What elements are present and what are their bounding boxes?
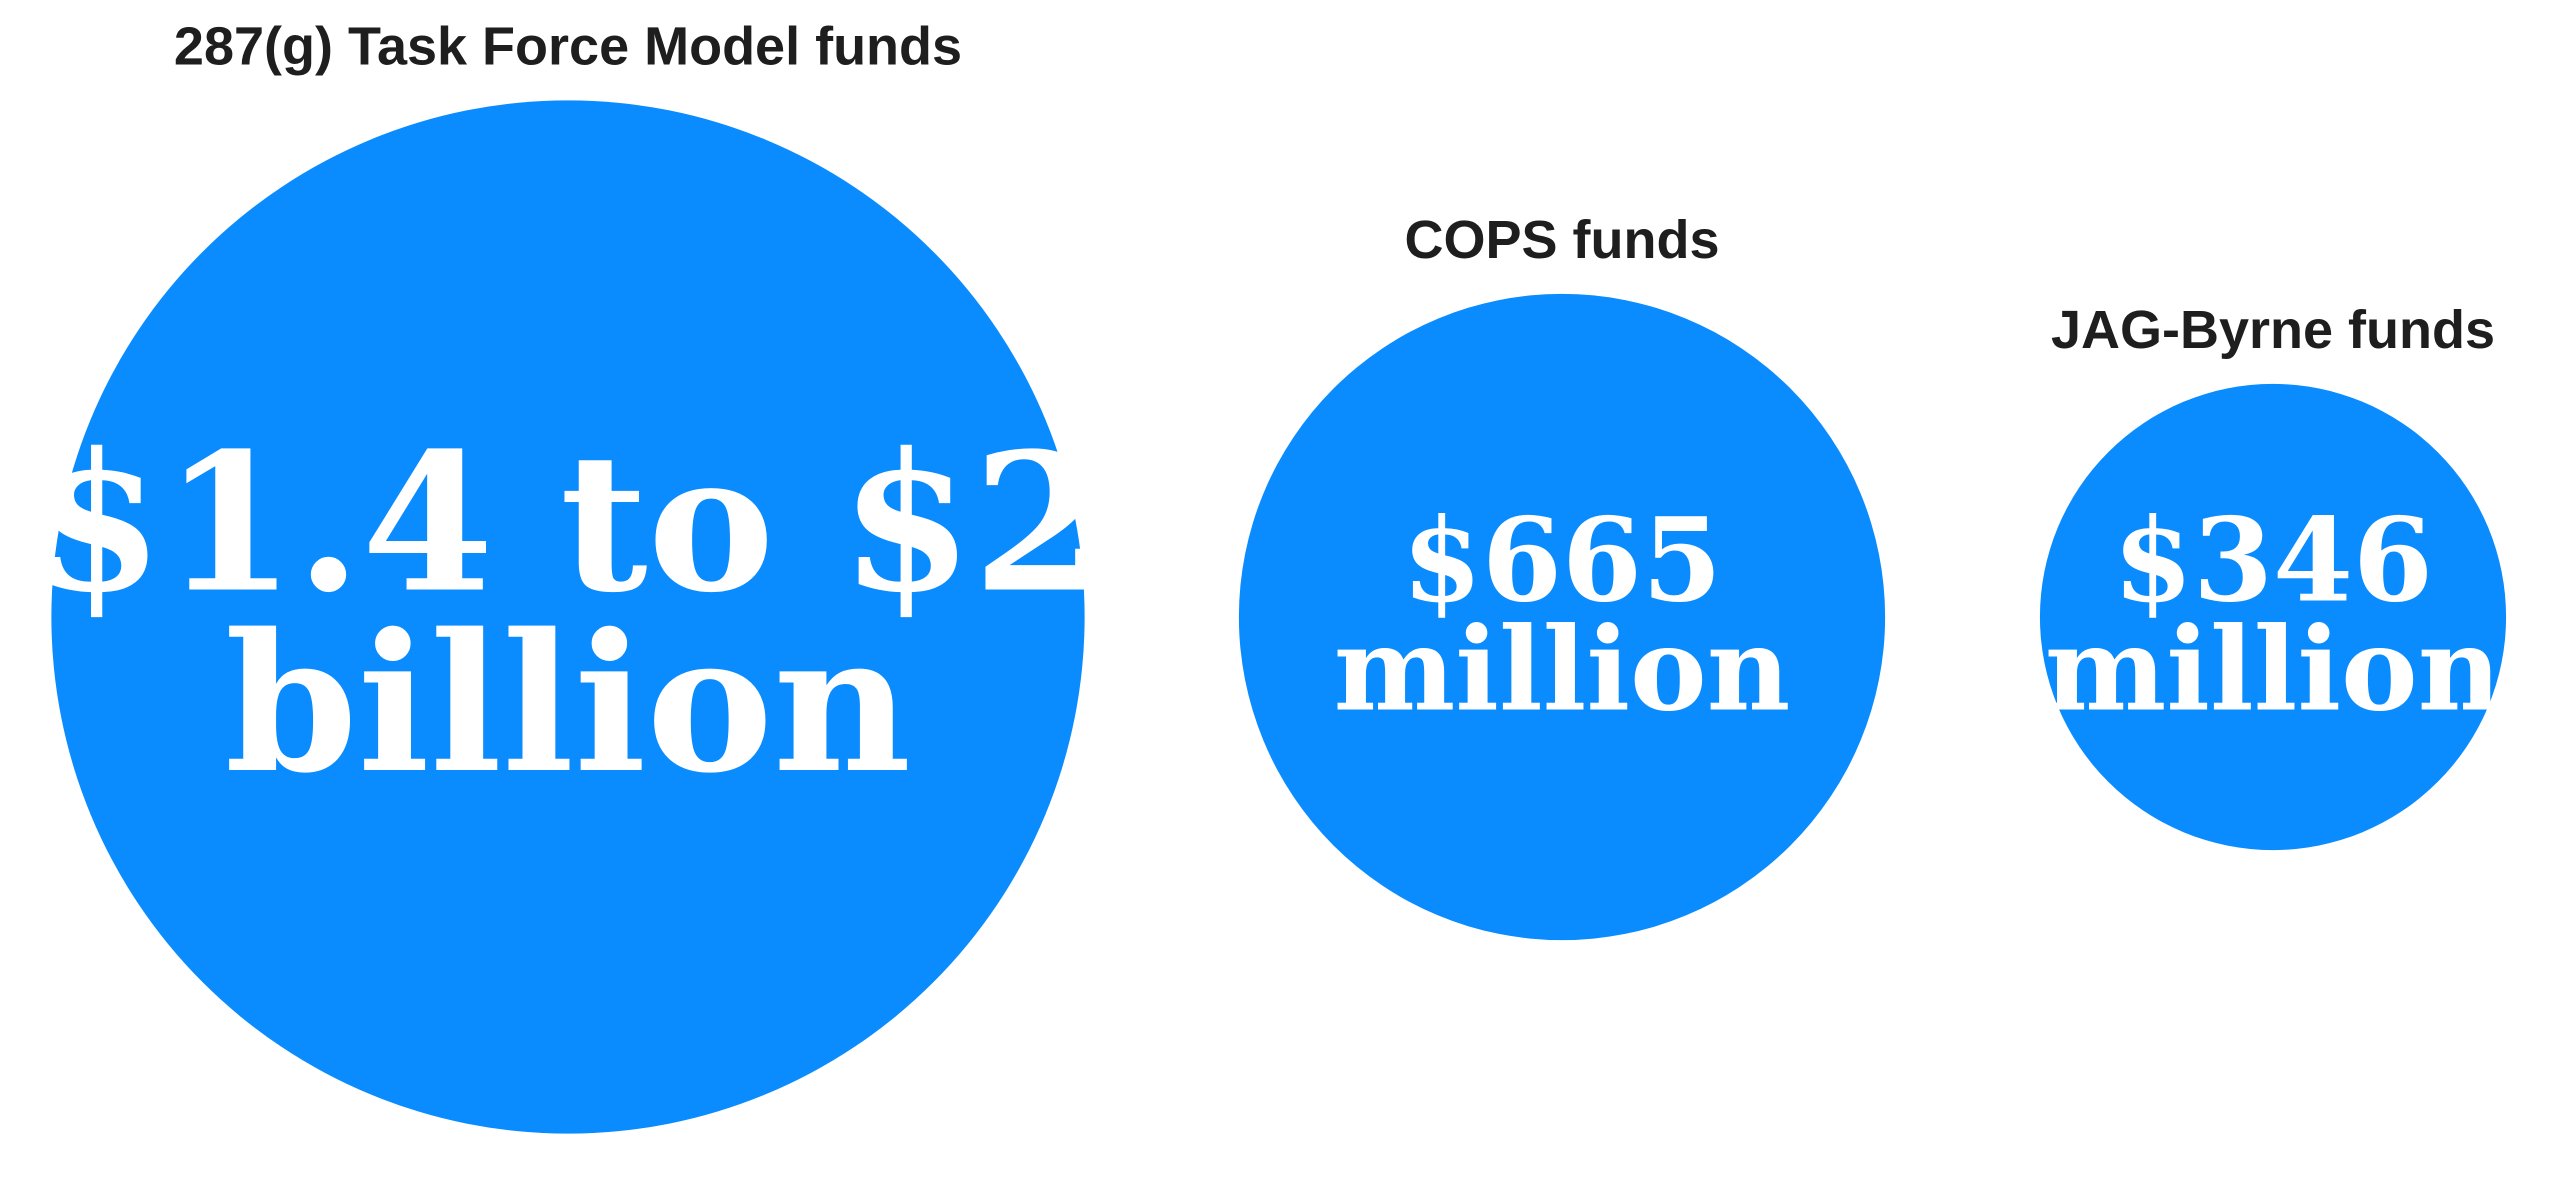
value-label: million	[2045, 603, 2502, 738]
value-label: $346	[2113, 493, 2433, 628]
bubble-title: JAG-Byrne funds	[2051, 300, 2495, 360]
bubble-title: 287(g) Task Force Model funds	[174, 16, 962, 76]
value-label: $665	[1402, 493, 1722, 628]
bubble	[51, 100, 1085, 1134]
bubble	[1238, 293, 1886, 941]
value-label: million	[1334, 603, 1791, 738]
bubble-title: COPS funds	[1404, 210, 1719, 270]
value-label: $1.4 to $2	[31, 411, 1105, 634]
bubble	[2039, 383, 2507, 851]
value-label: billion	[225, 592, 911, 815]
